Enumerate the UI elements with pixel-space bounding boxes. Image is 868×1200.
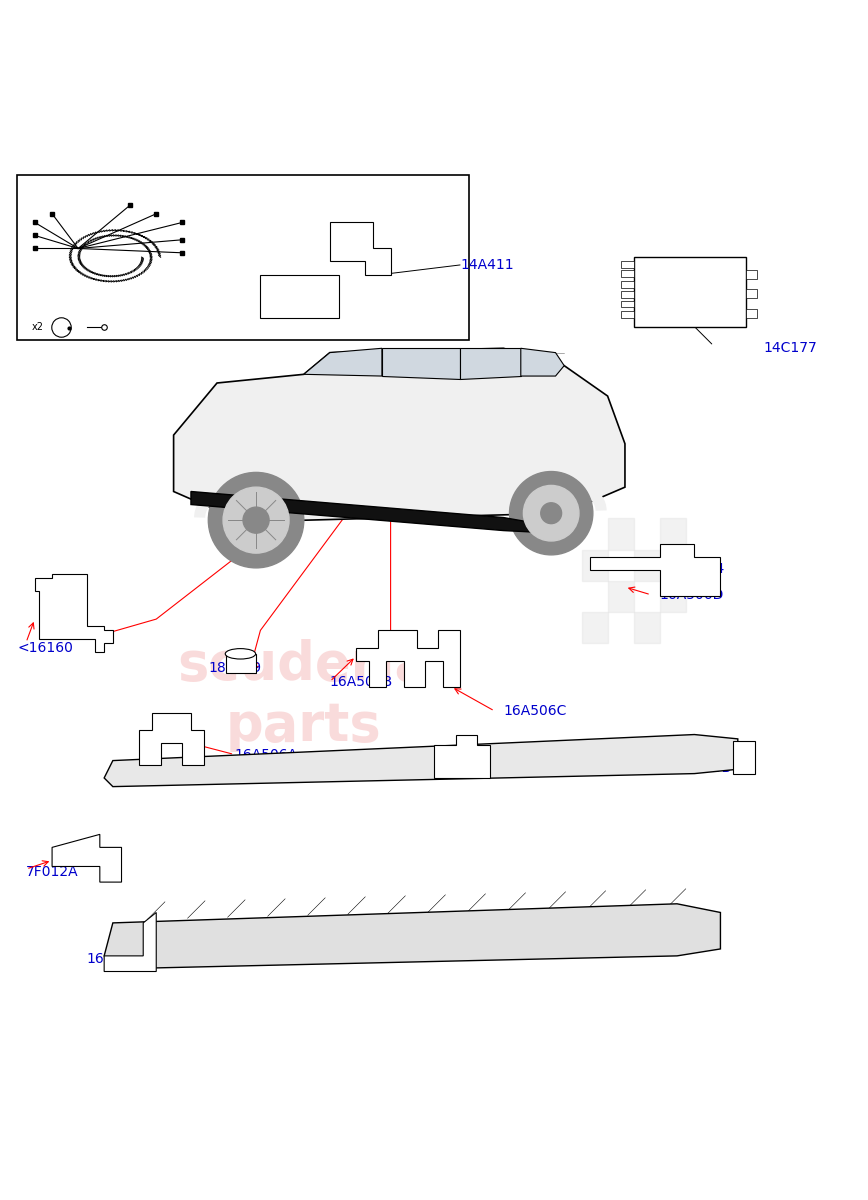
Text: 16A420B: 16A420B: [668, 761, 732, 775]
Bar: [634, 612, 660, 643]
Bar: [621, 270, 634, 277]
Bar: [634, 550, 660, 581]
Text: 14C177: 14C177: [764, 341, 818, 355]
Polygon shape: [304, 348, 382, 376]
Text: 14A411: 14A411: [460, 258, 514, 272]
Text: 16A506C: 16A506C: [503, 704, 567, 718]
Bar: [260, 275, 339, 318]
Polygon shape: [521, 348, 564, 376]
Bar: [226, 654, 256, 673]
Text: 16A506A: 16A506A: [234, 748, 298, 762]
Polygon shape: [434, 734, 490, 778]
Polygon shape: [590, 544, 720, 595]
Polygon shape: [191, 492, 538, 533]
Polygon shape: [330, 222, 391, 275]
Bar: [621, 281, 634, 288]
Bar: [660, 581, 686, 612]
Text: x2: x2: [31, 322, 43, 331]
Circle shape: [510, 472, 593, 554]
Bar: [608, 518, 634, 550]
Polygon shape: [52, 834, 122, 882]
Polygon shape: [104, 734, 738, 787]
Text: 7F012B: 7F012B: [373, 758, 426, 772]
Bar: [621, 311, 634, 318]
Ellipse shape: [225, 649, 255, 659]
Bar: [582, 612, 608, 643]
Bar: [746, 310, 757, 318]
Polygon shape: [382, 348, 460, 379]
Text: 16A506B: 16A506B: [330, 674, 393, 689]
Circle shape: [243, 508, 269, 533]
Circle shape: [523, 486, 579, 541]
Text: 18K459: 18K459: [208, 661, 261, 674]
Bar: [621, 300, 634, 307]
Bar: [17, 175, 469, 340]
Text: RANGE ROVER: RANGE ROVER: [383, 767, 450, 776]
Text: <017B84: <017B84: [660, 562, 725, 576]
Circle shape: [223, 487, 289, 553]
Bar: [660, 518, 686, 550]
Text: 16A506D: 16A506D: [660, 588, 724, 601]
Bar: [733, 740, 755, 774]
Bar: [634, 257, 746, 326]
Text: scuderia
parts: scuderia parts: [177, 640, 431, 751]
Text: 16A420A: 16A420A: [243, 953, 306, 966]
Bar: [621, 262, 634, 269]
Circle shape: [541, 503, 562, 523]
Text: 7F012A: 7F012A: [26, 865, 79, 878]
Bar: [608, 581, 634, 612]
Polygon shape: [104, 904, 720, 968]
Polygon shape: [174, 348, 625, 522]
Text: <16160: <16160: [17, 641, 73, 655]
Polygon shape: [356, 630, 460, 686]
Polygon shape: [460, 348, 521, 379]
Circle shape: [208, 473, 304, 568]
Bar: [746, 289, 757, 298]
Polygon shape: [35, 574, 113, 652]
Bar: [746, 270, 757, 278]
Text: 16450: 16450: [87, 953, 131, 966]
Bar: [621, 290, 634, 298]
Polygon shape: [104, 912, 156, 972]
Polygon shape: [139, 713, 204, 764]
Bar: [582, 550, 608, 581]
